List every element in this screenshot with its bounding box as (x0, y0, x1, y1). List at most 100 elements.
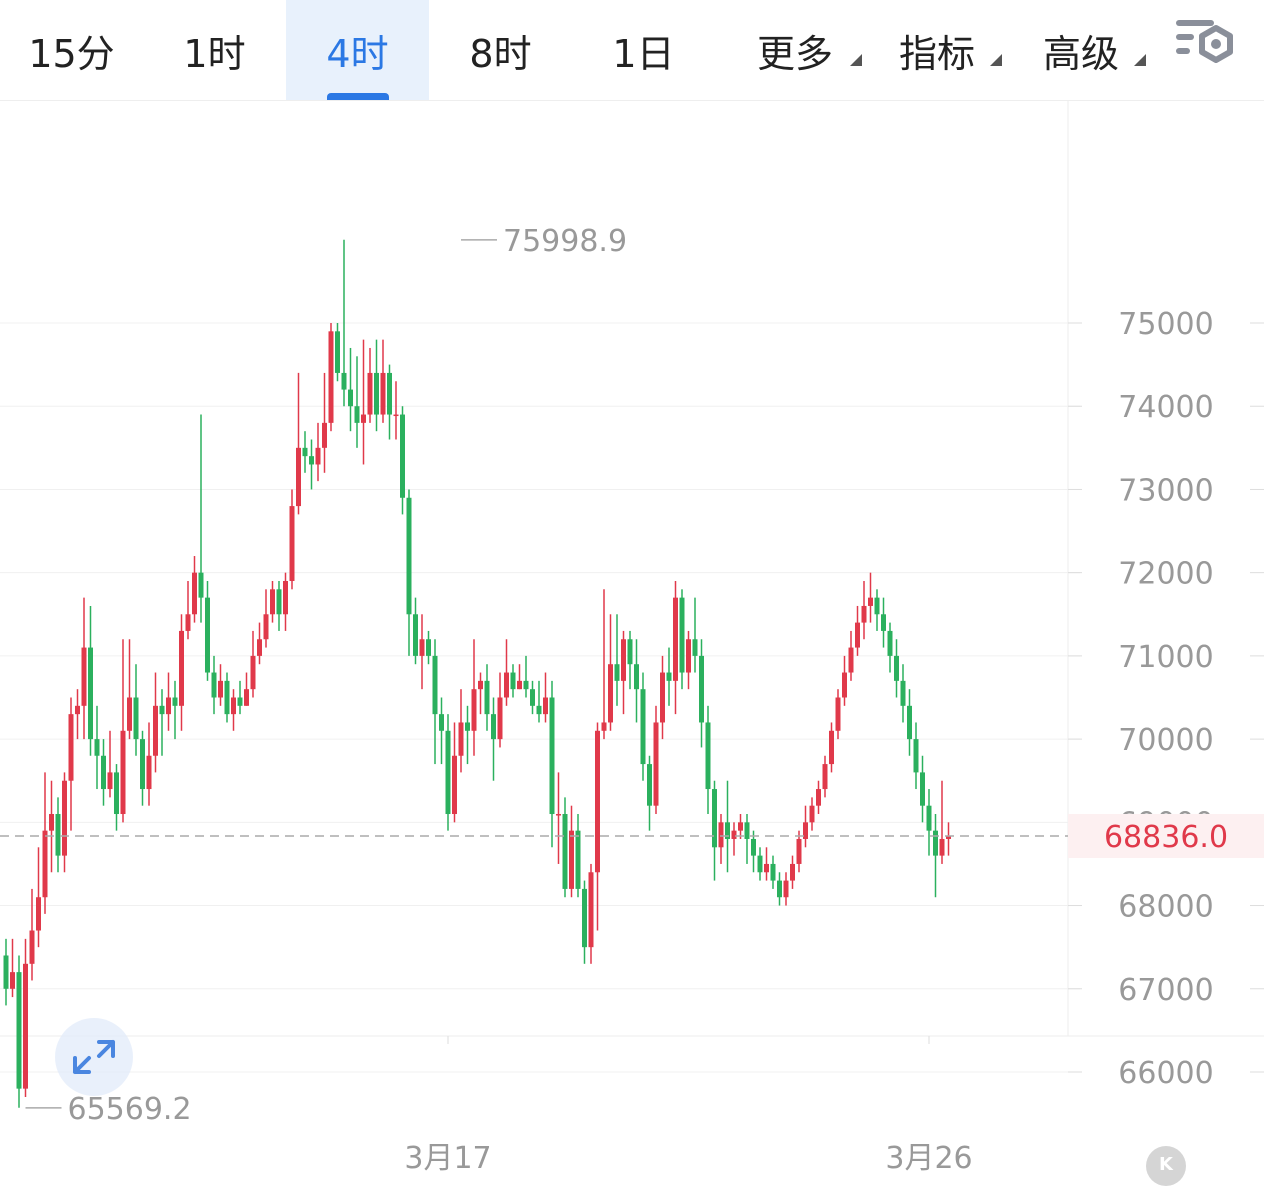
candle-body (699, 655, 704, 723)
candle-body (458, 722, 464, 756)
candle-body (530, 689, 535, 706)
candle-body (387, 372, 392, 415)
candle-body (354, 406, 360, 423)
candle-body (114, 772, 119, 815)
candle-body (309, 456, 314, 465)
candle-body (16, 972, 22, 1089)
candle-body (3, 955, 9, 989)
candle-body (848, 647, 854, 673)
candle-body (283, 580, 288, 615)
candle-body (374, 372, 379, 415)
candle-body (81, 647, 87, 706)
k-button[interactable]: K (1146, 1146, 1186, 1186)
candle-body (855, 622, 860, 648)
y-tick-label: 72000 (1118, 557, 1213, 592)
candle-body (302, 447, 308, 457)
y-tick-label: 73000 (1118, 473, 1213, 508)
tab-advanced[interactable]: 高级 (1018, 0, 1146, 100)
candle-body (413, 614, 418, 656)
candle-body (666, 672, 672, 681)
candle-body (868, 597, 873, 606)
candle-body (205, 597, 210, 673)
candle-body (517, 680, 522, 690)
candle-body (296, 447, 301, 507)
candle-body (23, 963, 28, 1089)
tab-indicators[interactable]: 指标 (874, 0, 1002, 100)
candle-body (621, 639, 626, 681)
y-tick-label: 67000 (1118, 973, 1213, 1008)
candle-body (777, 880, 782, 898)
expand-arrows-icon[interactable] (55, 1018, 133, 1096)
k-button-label: K (1159, 1154, 1173, 1175)
candle-body (549, 697, 555, 815)
candle-body (341, 372, 347, 390)
candle-body (62, 780, 67, 856)
candle-body (465, 722, 470, 731)
tab-label: 4时 (326, 31, 389, 76)
candle-body (361, 414, 366, 423)
candle-body (198, 572, 204, 598)
candle-body (367, 372, 373, 415)
chart-settings-gear-icon[interactable] (1172, 14, 1238, 76)
y-tick-label: 66000 (1118, 1056, 1213, 1091)
candle-body (445, 730, 451, 815)
candlestick-chart[interactable]: 7500074000730007200071000700006900068000… (0, 100, 1264, 1186)
candle-body (861, 605, 867, 623)
candle-body (452, 755, 457, 815)
candle-body (601, 722, 607, 731)
candle-body (725, 822, 730, 839)
candle-body (250, 655, 256, 690)
tab-8h[interactable]: 8时 (429, 0, 572, 100)
candle-body (907, 705, 912, 740)
candle-body (328, 331, 334, 423)
candle-body (796, 838, 802, 864)
tab-label: 8时 (469, 31, 532, 76)
candle-body (881, 614, 886, 631)
candle-body (159, 705, 165, 715)
candle-body (627, 639, 633, 665)
candle-body (686, 639, 691, 673)
candle-body (211, 672, 217, 698)
candle-body (497, 697, 503, 740)
candle-body (770, 863, 776, 881)
candle-body (744, 822, 750, 839)
y-tick-label: 68000 (1118, 890, 1213, 925)
candle-body (829, 730, 834, 765)
tab-15min[interactable]: 15分 (0, 0, 143, 100)
candle-body (582, 888, 587, 948)
dropdown-caret-icon (850, 54, 862, 66)
candle-body (166, 697, 171, 715)
y-tick-label: 75000 (1118, 307, 1213, 342)
candle-body (718, 822, 724, 848)
candle-body (692, 639, 698, 656)
candle-body (887, 630, 893, 656)
candle-body (640, 689, 646, 765)
tab-more[interactable]: 更多 (730, 0, 862, 100)
candle-body (543, 697, 548, 715)
candle-body (822, 764, 828, 790)
tab-label: 15分 (28, 31, 115, 76)
candle-body (757, 855, 763, 873)
high-price-label: 75998.9 (503, 224, 627, 259)
candle-body (393, 414, 399, 417)
candle-body (588, 872, 594, 948)
tab-1h[interactable]: 1时 (143, 0, 286, 100)
tab-label: 指标 (898, 31, 975, 76)
candle-body (731, 830, 737, 839)
tab-4h[interactable]: 4时 (286, 0, 429, 100)
candle-body (920, 772, 925, 806)
candle-body (289, 506, 295, 581)
candle-body (192, 572, 197, 615)
candle-body (679, 597, 685, 673)
candle-body (42, 830, 48, 898)
x-tick-label: 3月17 (404, 1141, 491, 1176)
candle-body (803, 822, 808, 839)
candle-body (315, 447, 321, 465)
candle-body (738, 822, 743, 831)
candle-body (263, 614, 269, 640)
candle-body (634, 664, 639, 690)
candle-body (913, 739, 919, 773)
tab-1d[interactable]: 1日 (572, 0, 715, 100)
candle-body (10, 972, 15, 989)
candle-body (835, 697, 841, 731)
